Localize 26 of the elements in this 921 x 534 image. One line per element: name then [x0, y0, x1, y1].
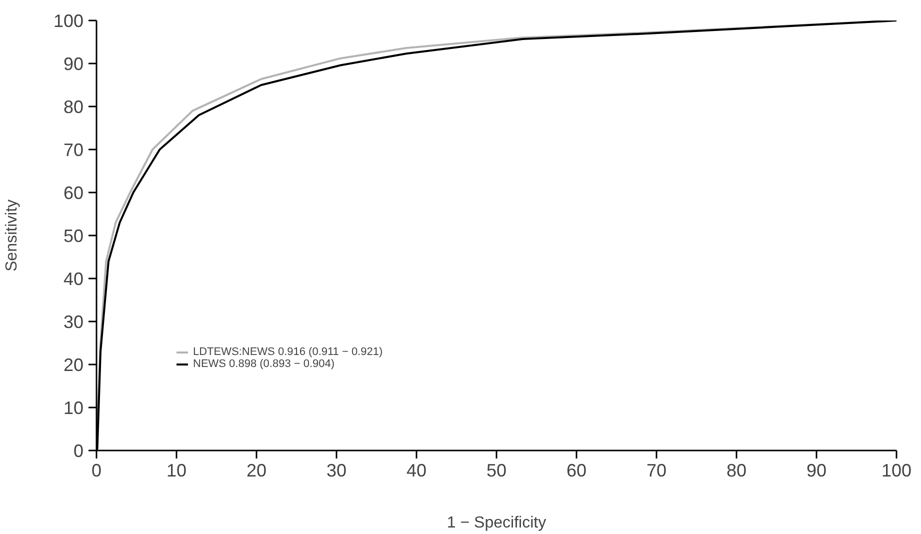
y-tick-label: 20: [63, 355, 84, 375]
y-tick-label: 80: [63, 97, 84, 117]
y-tick-label: 60: [63, 183, 84, 203]
legend-label: LDTEWS:NEWS 0.916 (0.911 − 0.921): [193, 346, 383, 358]
y-tick-label: 100: [53, 11, 84, 31]
y-tick-label: 40: [63, 269, 84, 289]
x-axis-title: 1 − Specificity: [446, 514, 546, 532]
x-tick-label: 70: [646, 460, 667, 480]
y-tick-label: 30: [63, 312, 84, 332]
x-tick-label: 50: [486, 460, 507, 480]
x-tick-label: 100: [881, 460, 912, 480]
legend-label: NEWS 0.898 (0.893 − 0.904): [193, 358, 335, 370]
y-tick-label: 90: [63, 54, 84, 74]
y-tick-label: 0: [73, 441, 84, 461]
y-tick-label: 10: [63, 398, 84, 418]
x-tick-label: 80: [726, 460, 747, 480]
x-tick-label: 40: [406, 460, 427, 480]
x-tick-label: 30: [326, 460, 347, 480]
x-tick-label: 60: [566, 460, 587, 480]
x-tick-label: 90: [806, 460, 827, 480]
x-tick-label: 0: [91, 460, 102, 480]
y-tick-label: 50: [63, 226, 84, 246]
y-tick-label: 70: [63, 140, 84, 160]
x-tick-label: 20: [246, 460, 267, 480]
y-axis-title: Sensitivity: [3, 199, 20, 272]
x-tick-label: 10: [166, 460, 187, 480]
